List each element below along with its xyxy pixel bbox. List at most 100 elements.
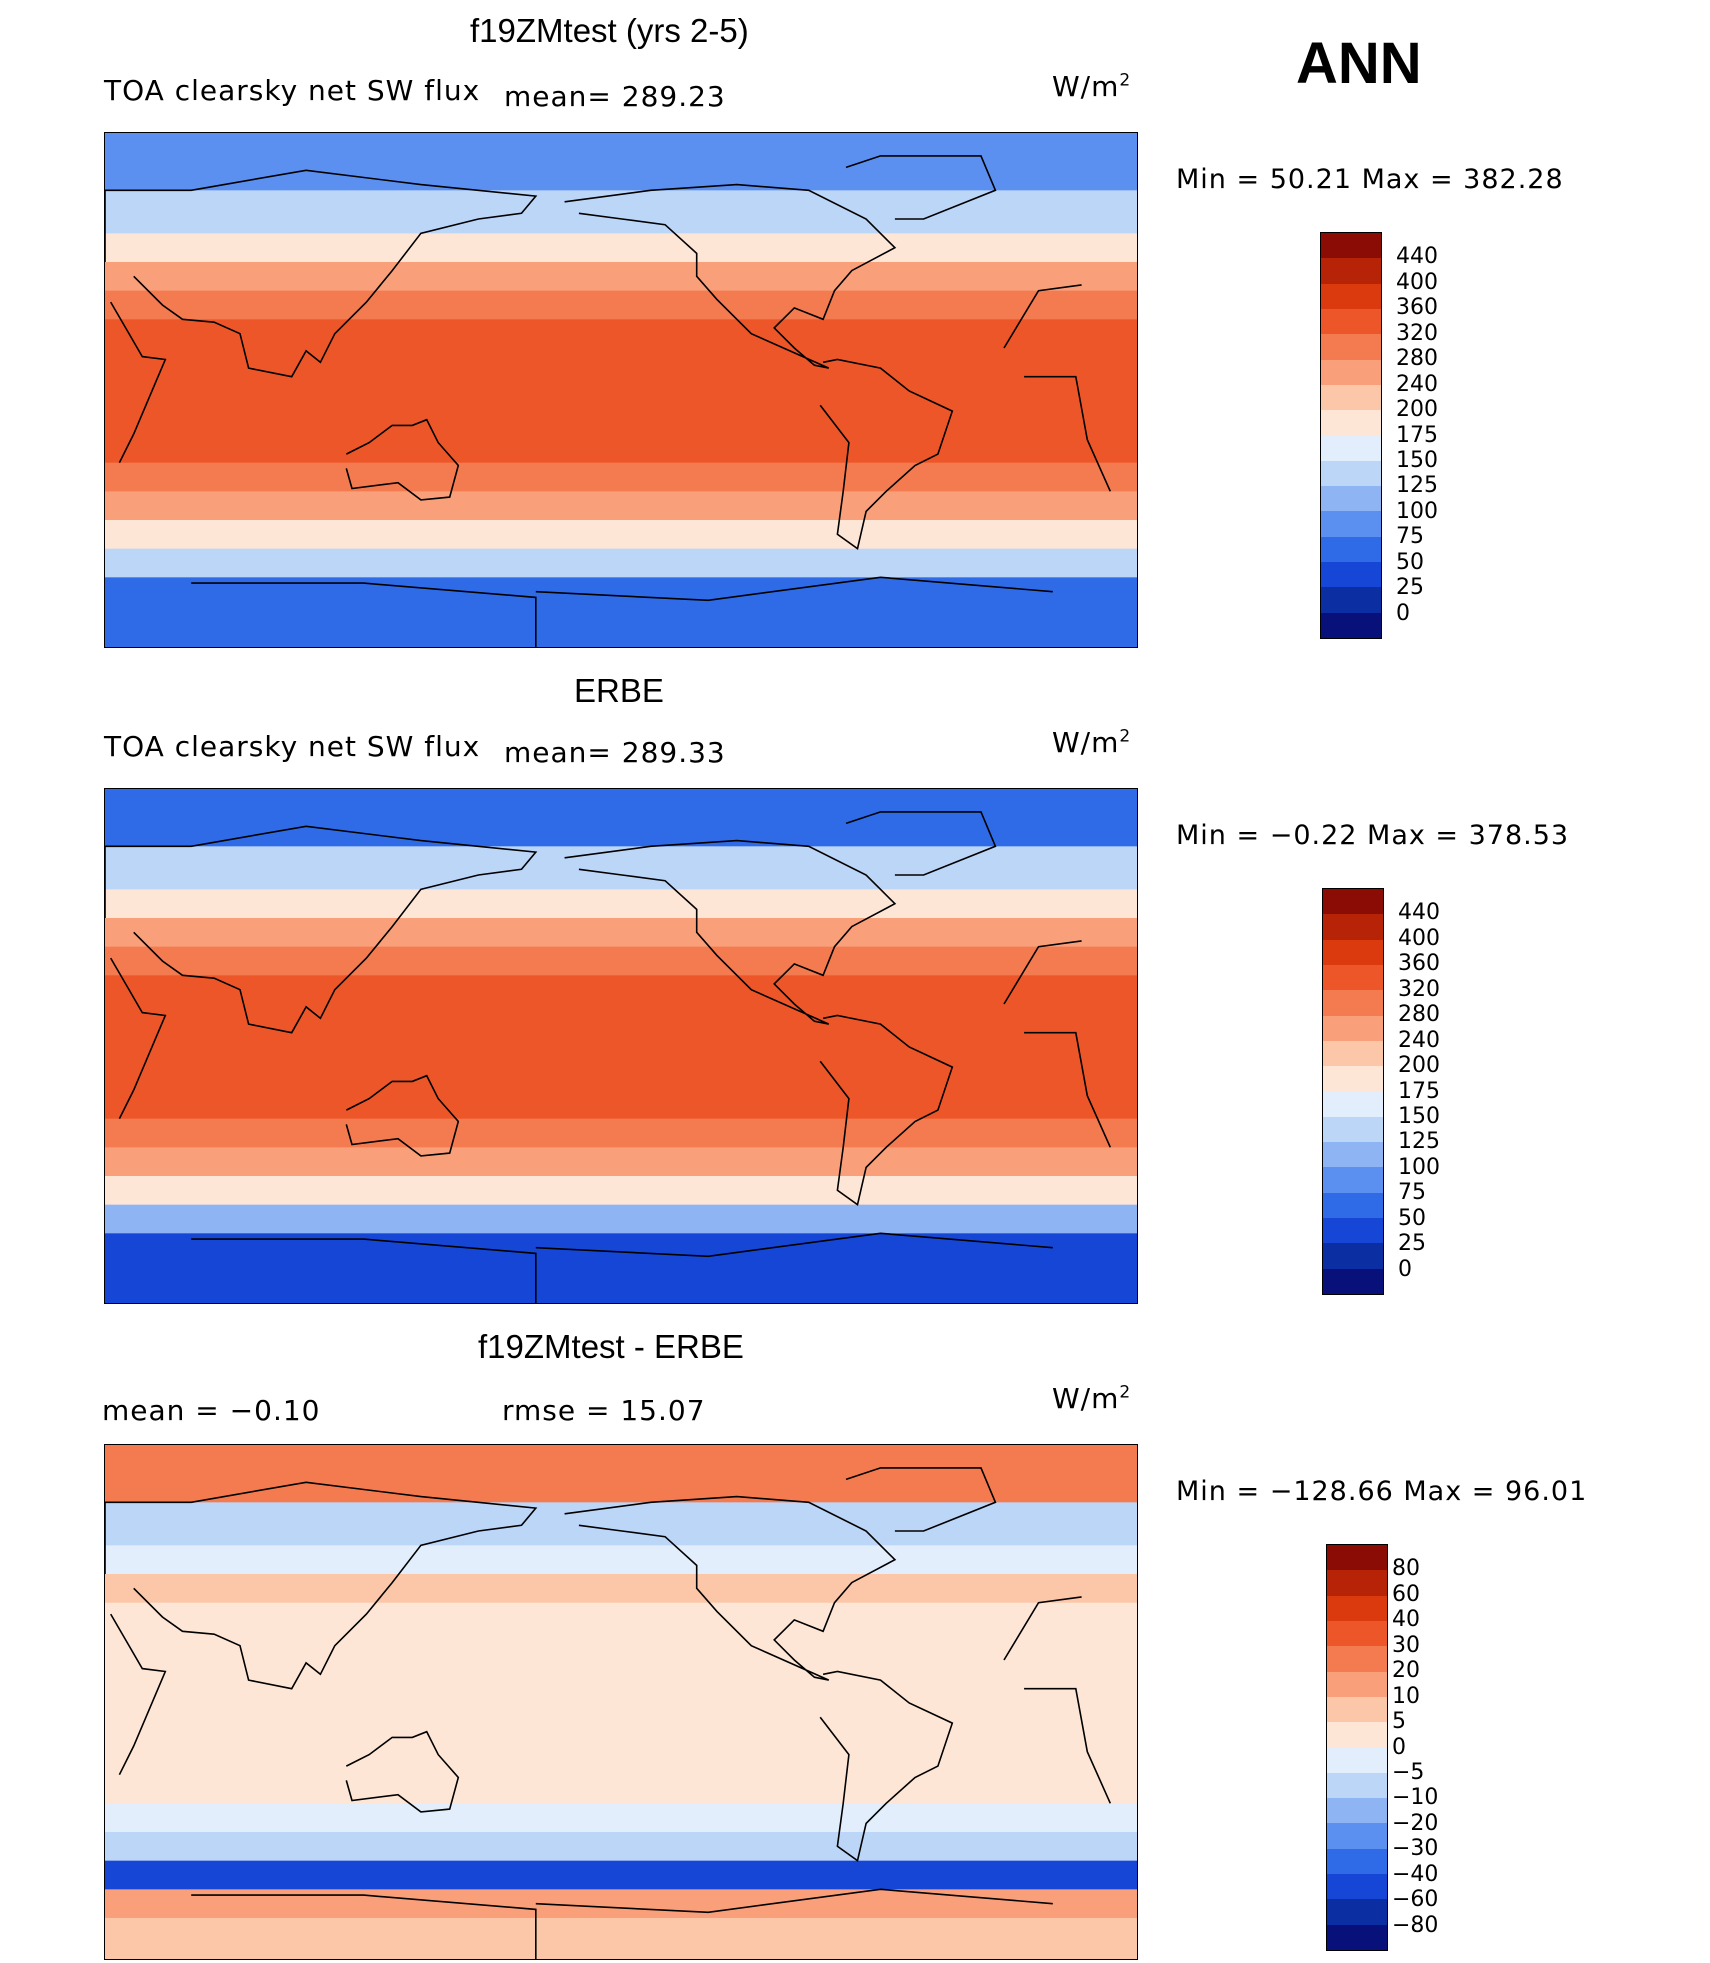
colorbar-swatch: [1323, 1167, 1383, 1193]
zonal-band: [105, 434, 1137, 464]
colorbar: [1320, 232, 1382, 639]
variable-label: TOA clearsky net SW flux: [104, 74, 481, 107]
colorbar-swatch: [1323, 1066, 1383, 1092]
zonal-band: [105, 262, 1137, 292]
colorbar-tick-label: −10: [1392, 1785, 1439, 1811]
map-obs: [104, 788, 1138, 1304]
colorbar-tick-label: 80: [1392, 1556, 1420, 1582]
colorbar-swatch: [1327, 1595, 1387, 1621]
zonal-band: [105, 190, 1137, 234]
colorbar-swatch: [1327, 1646, 1387, 1672]
colorbar-tick-label: 440: [1398, 900, 1440, 926]
zonal-band: [105, 1889, 1137, 1919]
colorbar-swatch: [1327, 1798, 1387, 1824]
units-label: W/m2: [1052, 70, 1132, 103]
zonal-band: [105, 1061, 1137, 1091]
mean-label: mean = −0.10: [102, 1394, 321, 1427]
colorbar-tick-label: 0: [1392, 1734, 1406, 1760]
colorbar-tick-label: 50: [1396, 549, 1424, 575]
colorbar-tick-label: 25: [1396, 575, 1424, 601]
zonal-band: [105, 1147, 1137, 1177]
colorbar-tick-label: −20: [1392, 1810, 1439, 1836]
units-label: W/m2: [1052, 1382, 1132, 1415]
zonal-band: [105, 789, 1137, 847]
coastline: [564, 1495, 897, 1681]
min-max-label: Min = −128.66 Max = 96.01: [1176, 1476, 1588, 1507]
zonal-band: [105, 1004, 1137, 1034]
colorbar-tick-label: 400: [1396, 269, 1438, 295]
zonal-band: [105, 290, 1137, 320]
zonal-band: [105, 606, 1137, 647]
zonal-band: [105, 846, 1137, 890]
colorbar-swatch: [1323, 1015, 1383, 1041]
zonal-band: [105, 133, 1137, 191]
colorbar-tick-label: 100: [1398, 1154, 1440, 1180]
colorbar-swatch: [1327, 1874, 1387, 1900]
zonal-band: [105, 1176, 1137, 1206]
zonal-band: [105, 577, 1137, 607]
coastline: [105, 825, 538, 1034]
coastline: [845, 155, 997, 220]
zonal-band: [105, 975, 1137, 1005]
colorbar-swatch: [1321, 359, 1381, 385]
colorbar-tick-label: 200: [1398, 1053, 1440, 1079]
zonal-band: [105, 1746, 1137, 1776]
colorbar-tick-label: 25: [1398, 1231, 1426, 1257]
zonal-band: [105, 1032, 1137, 1062]
colorbar-tick-label: 50: [1398, 1205, 1426, 1231]
zonal-band: [105, 1860, 1137, 1890]
colorbar-tick-label: 10: [1392, 1683, 1420, 1709]
colorbar-tick-label: 75: [1396, 524, 1424, 550]
colorbar-tick-label: 280: [1396, 346, 1438, 372]
colorbar-swatch: [1321, 410, 1381, 436]
zonal-band: [105, 1602, 1137, 1632]
mean-label: mean= 289.33: [504, 736, 726, 769]
colorbar-swatch: [1321, 486, 1381, 512]
colorbar-tick-label: 200: [1396, 397, 1438, 423]
zonal-band: [105, 1204, 1137, 1234]
colorbar-tick-label: 360: [1398, 951, 1440, 977]
coastline: [564, 183, 897, 369]
colorbar-swatch: [1327, 1722, 1387, 1748]
colorbar-swatch: [1327, 1620, 1387, 1647]
zonal-band: [105, 491, 1137, 521]
coastline: [819, 1014, 954, 1207]
colorbar-swatch: [1321, 435, 1381, 461]
colorbar-tick-label: −5: [1392, 1759, 1425, 1785]
colorbar-swatch: [1323, 1091, 1383, 1117]
colorbar-tick-label: 240: [1398, 1027, 1440, 1053]
min-max-label: Min = 50.21 Max = 382.28: [1176, 164, 1564, 195]
zonal-band: [105, 233, 1137, 263]
min-max-label: Min = −0.22 Max = 378.53: [1176, 820, 1570, 851]
coastline: [105, 1481, 538, 1690]
season-label: ANN: [1296, 31, 1422, 96]
colorbar-swatch: [1321, 460, 1381, 487]
rmse-label: rmse = 15.07: [502, 1394, 706, 1427]
zonal-band: [105, 1660, 1137, 1690]
zonal-band: [105, 520, 1137, 550]
zonal-band: [105, 1774, 1137, 1804]
colorbar-tick-label: 150: [1398, 1103, 1440, 1129]
colorbar-swatch: [1321, 258, 1381, 284]
units-label: W/m2: [1052, 726, 1132, 759]
colorbar-tick-label: 175: [1396, 422, 1438, 448]
colorbar-swatch: [1321, 334, 1381, 360]
colorbar-swatch: [1321, 587, 1381, 613]
colorbar-swatch: [1323, 1142, 1383, 1168]
zonal-band: [105, 889, 1137, 919]
zonal-band: [105, 1445, 1137, 1503]
coastline: [110, 940, 1112, 1148]
colorbar: [1322, 888, 1384, 1295]
panel-title: f19ZMtest (yrs 2-5): [470, 12, 749, 49]
colorbar-tick-label: 0: [1396, 600, 1410, 626]
zonal-band: [105, 1717, 1137, 1747]
colorbar-swatch: [1327, 1772, 1387, 1799]
panel-title: f19ZMtest - ERBE: [478, 1328, 744, 1365]
coastline: [191, 576, 1053, 647]
colorbar-tick-label: 240: [1396, 371, 1438, 397]
colorbar-tick-label: −40: [1392, 1861, 1439, 1887]
colorbar-swatch: [1327, 1848, 1387, 1875]
zonal-band: [105, 1631, 1137, 1661]
colorbar-tick-label: 360: [1396, 295, 1438, 321]
colorbar-tick-label: 75: [1398, 1180, 1426, 1206]
